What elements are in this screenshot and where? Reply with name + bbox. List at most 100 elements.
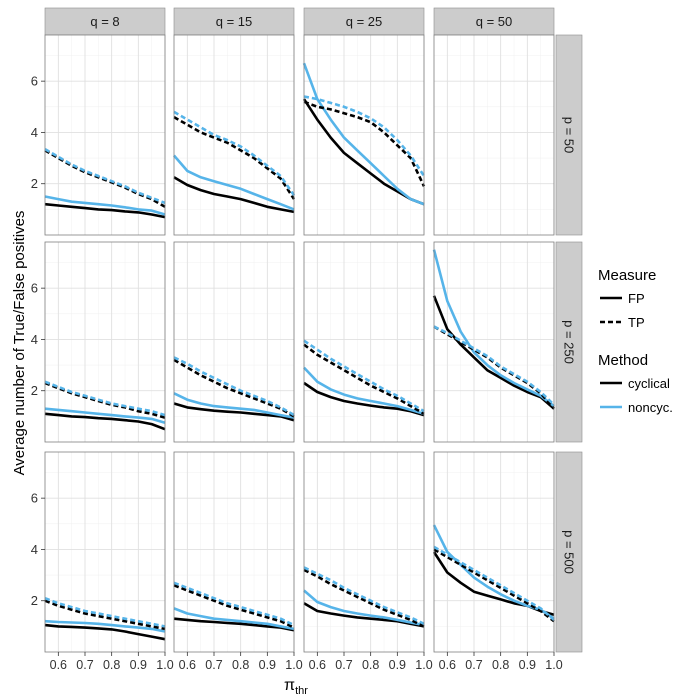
row-strip-p0 (555, 34, 583, 236)
panel-background (304, 242, 424, 442)
col-strip-q1 (173, 7, 295, 36)
series-cyclical-fp (44, 623, 166, 641)
y-tick-label: 6 (31, 74, 38, 89)
legend-tp-label: TP (628, 315, 645, 330)
series-cyclical-tp (303, 100, 426, 187)
x-tick-label: 1.0 (545, 658, 562, 672)
series-noncyc-tp (433, 325, 555, 406)
series-cyclical-fp (44, 202, 166, 219)
panel-r0-c2 (302, 34, 426, 236)
panel-border (303, 34, 425, 236)
col-strip-q0 (44, 7, 166, 36)
col-strip-q2 (303, 7, 425, 36)
panel-border (44, 241, 166, 443)
x-tick-label: 0.7 (465, 658, 482, 672)
panel-border (44, 34, 166, 236)
y-tick-label: 6 (31, 491, 38, 506)
panel-r2-c0: 2 4 6 0.6 0.7 0.8 0.9 1.0 (31, 451, 174, 672)
panels-layer: q = 8 q = 15 q = 25 q = 50 p = 50 p = 250 p = … (31, 7, 583, 672)
series-noncyc-tp (433, 545, 555, 621)
legend-method-title: Method (598, 352, 648, 369)
col-strip-label: q = 8 (90, 14, 119, 29)
x-tick-label: 0.9 (519, 658, 536, 672)
series-cyclical-tp (173, 584, 295, 629)
panel-r2-c1: 0.6 0.7 0.8 0.9 1.0 (173, 451, 303, 672)
x-tick-label: 0.8 (492, 658, 509, 672)
panel-r0-c3 (433, 34, 555, 236)
x-tick-label: 1.0 (156, 658, 173, 672)
panel-r1-c2 (303, 241, 425, 443)
y-tick-label: 2 (31, 593, 38, 608)
row-strip-label: p = 250 (562, 320, 577, 364)
series-cyclical-fp (432, 295, 555, 410)
series-noncyc-fp (173, 392, 295, 419)
panel-background (45, 242, 165, 442)
x-tick-label: 0.6 (50, 658, 67, 672)
panel-r1-c3 (432, 241, 555, 443)
series-noncyc-tp (303, 339, 425, 413)
y-tick-label: 6 (31, 281, 38, 296)
series-cyclical-fp (173, 402, 295, 422)
series-cyclical-fp (44, 412, 166, 431)
y-tick-label: 2 (31, 383, 38, 398)
legend: Measure FP TP Method cyclical noncyc. (598, 267, 673, 415)
col-strip-label: q = 25 (346, 14, 383, 29)
series-noncyc-tp (173, 356, 295, 417)
series-noncyc-tp (173, 581, 295, 627)
x-tick-label: 0.9 (389, 658, 406, 672)
series-noncyc-fp (44, 407, 166, 425)
panel-border (173, 34, 295, 236)
panel-border (433, 241, 555, 443)
panel-background (434, 242, 554, 442)
x-tick-label: 0.7 (335, 658, 352, 672)
series-cyclical-fp (173, 176, 295, 214)
panel-background (174, 35, 294, 235)
series-cyclical-fp (303, 381, 425, 417)
col-strip-label: q = 15 (216, 14, 253, 29)
panel-r1-c1 (173, 241, 295, 443)
series-noncyc-tp (44, 380, 166, 417)
panel-background (434, 35, 554, 235)
panel-border (303, 451, 425, 653)
panel-border (433, 451, 555, 653)
series-noncyc-fp (173, 607, 295, 631)
panel-background (174, 452, 294, 652)
y-tick-label: 4 (31, 542, 38, 557)
x-tick-label: 0.9 (130, 658, 147, 672)
series-noncyc-fp (44, 195, 166, 216)
series-noncyc-fp (303, 589, 425, 627)
series-cyclical-tp (303, 568, 425, 628)
x-tick-label: 1.0 (415, 658, 432, 672)
series-noncyc-tp (303, 95, 426, 177)
panel-border (303, 241, 425, 443)
panel-r1-c0: 2 4 6 (31, 241, 166, 443)
series-noncyc-fp (432, 249, 555, 408)
legend-noncyc-label: noncyc. (628, 400, 673, 415)
x-tick-label: 0.6 (179, 658, 196, 672)
series-noncyc-tp (173, 110, 296, 197)
panel-background (45, 452, 165, 652)
panel-background (304, 35, 424, 235)
series-noncyc-fp (173, 154, 295, 211)
panel-r0-c1 (173, 34, 296, 236)
row-strip-p2 (555, 451, 583, 653)
panel-r2-c2: 0.6 0.7 0.8 0.9 1.0 (303, 451, 433, 672)
x-tick-label: 0.8 (103, 658, 120, 672)
series-cyclical-tp (433, 548, 555, 623)
x-tick-label: 1.0 (285, 658, 302, 672)
y-tick-label: 4 (31, 332, 38, 347)
series-cyclical-tp (173, 115, 296, 200)
legend-measure-title: Measure (598, 267, 656, 284)
panel-border (173, 241, 295, 443)
series-noncyc-fp (302, 62, 425, 206)
x-axis-label: πthr (284, 677, 308, 697)
x-tick-label: 0.9 (259, 658, 276, 672)
series-cyclical-tp (173, 358, 295, 418)
x-tick-label: 0.6 (439, 658, 456, 672)
series-noncyc-tp (303, 566, 425, 625)
series-noncyc-fp (303, 366, 425, 416)
x-tick-label: 0.7 (76, 658, 93, 672)
col-strip-q3 (433, 7, 555, 36)
row-strip-label: p = 500 (562, 530, 577, 574)
series-cyclical-tp (303, 343, 425, 415)
